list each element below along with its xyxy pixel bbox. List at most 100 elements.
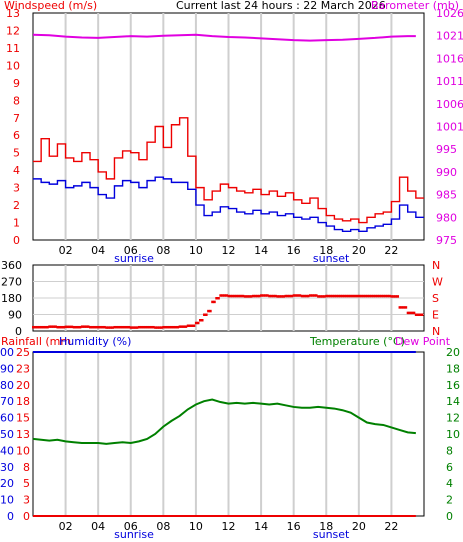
direction-point bbox=[46, 325, 49, 329]
direction-point bbox=[359, 294, 363, 298]
direction-point bbox=[44, 325, 47, 329]
time-axis-labels-bottom: 02 04 06 08 10 12 14 16 18 20 22 bbox=[59, 520, 399, 533]
direction-point bbox=[152, 325, 155, 329]
direction-point bbox=[223, 294, 226, 297]
humidity-tick: 90 bbox=[0, 362, 14, 375]
time-tick-label: 20 bbox=[352, 520, 366, 533]
direction-point bbox=[296, 294, 300, 297]
direction-point bbox=[203, 313, 206, 316]
temperature-tick: 16 bbox=[446, 379, 460, 392]
windspeed-tick: 2 bbox=[13, 199, 20, 212]
time-tick-label: 18 bbox=[319, 244, 333, 257]
barometer-axis-label: Barometer (mb) bbox=[371, 0, 459, 12]
direction-point bbox=[331, 294, 334, 298]
direction-point bbox=[231, 294, 235, 298]
direction-point bbox=[343, 294, 347, 298]
humidity-tick: 0 bbox=[7, 510, 14, 523]
direction-point bbox=[376, 294, 379, 298]
windspeed-tick: 9 bbox=[13, 77, 20, 90]
barometer-line bbox=[32, 33, 416, 42]
direction-point bbox=[93, 325, 96, 329]
direction-point bbox=[91, 325, 94, 329]
time-tick-label: 22 bbox=[384, 244, 398, 257]
direction-compass-tick: S bbox=[432, 292, 439, 305]
windspeed-tick: 12 bbox=[6, 24, 20, 37]
direction-point bbox=[135, 326, 139, 329]
time-tick-label: 18 bbox=[319, 520, 333, 533]
time-tick-label: 14 bbox=[254, 520, 268, 533]
time-tick-label: 08 bbox=[156, 520, 170, 533]
direction-point bbox=[282, 295, 285, 298]
direction-point bbox=[105, 326, 108, 329]
direction-compass-tick: E bbox=[432, 309, 439, 322]
direction-point bbox=[382, 294, 385, 298]
time-tick-label: 02 bbox=[59, 244, 73, 257]
direction-point bbox=[156, 326, 159, 329]
direction-point bbox=[325, 294, 328, 298]
direction-point bbox=[82, 325, 86, 328]
time-tick-label: 20 bbox=[352, 244, 366, 257]
humidity-tick: 70 bbox=[0, 395, 14, 408]
temperature-tick: 4 bbox=[446, 477, 453, 490]
direction-point bbox=[272, 294, 275, 298]
direction-point bbox=[347, 294, 351, 298]
direction-point bbox=[178, 325, 182, 328]
direction-point bbox=[335, 294, 338, 298]
direction-point bbox=[237, 294, 241, 298]
temperature-tick: 10 bbox=[446, 428, 460, 441]
time-axis-labels-top: 02 04 06 08 10 12 14 16 18 20 22 bbox=[59, 244, 399, 257]
direction-point bbox=[172, 325, 176, 329]
direction-point bbox=[137, 325, 141, 329]
direction-point bbox=[170, 325, 173, 329]
direction-point bbox=[188, 324, 192, 327]
rainfall-tick: 18 bbox=[16, 395, 30, 408]
direction-point bbox=[162, 325, 165, 329]
direction-point bbox=[239, 294, 243, 298]
time-tick-label: 16 bbox=[287, 520, 301, 533]
direction-degree-tick: 270 bbox=[1, 276, 22, 289]
direction-point bbox=[400, 306, 404, 309]
direction-point bbox=[349, 294, 353, 298]
direction-point bbox=[315, 294, 318, 297]
humidity-ticks: 0 10 20 30 40 50 60 70 80 90 100 bbox=[0, 346, 14, 523]
direction-point bbox=[95, 325, 98, 329]
direction-point bbox=[251, 294, 255, 298]
direction-point bbox=[286, 294, 290, 298]
direction-point bbox=[166, 325, 169, 329]
direction-point bbox=[418, 313, 422, 316]
time-tick-label: 12 bbox=[222, 520, 236, 533]
direction-point bbox=[274, 294, 277, 298]
direction-point bbox=[205, 313, 208, 316]
windspeed-tick: 8 bbox=[13, 94, 20, 107]
direction-point bbox=[148, 325, 151, 329]
humidity-tick: 60 bbox=[0, 412, 14, 425]
barometer-tick: 985 bbox=[436, 189, 457, 202]
direction-point bbox=[270, 294, 273, 298]
time-tick-label: 06 bbox=[124, 244, 138, 257]
direction-point bbox=[278, 295, 281, 298]
direction-point bbox=[300, 294, 304, 298]
wind-series bbox=[32, 33, 424, 232]
direction-point bbox=[99, 325, 102, 329]
time-tick-label: 04 bbox=[91, 520, 105, 533]
direction-point bbox=[339, 294, 343, 298]
barometer-tick: 995 bbox=[436, 143, 457, 156]
direction-series bbox=[32, 294, 424, 329]
direction-point bbox=[355, 294, 359, 298]
direction-point bbox=[245, 295, 249, 298]
direction-point bbox=[109, 326, 112, 329]
direction-compass-tick: N bbox=[432, 325, 440, 338]
direction-point bbox=[119, 325, 123, 329]
direction-point bbox=[225, 294, 228, 297]
direction-point bbox=[402, 306, 406, 309]
direction-point bbox=[249, 295, 253, 298]
direction-point bbox=[40, 325, 43, 329]
direction-point bbox=[68, 325, 72, 329]
direction-point bbox=[361, 294, 365, 298]
direction-point bbox=[186, 324, 190, 327]
windspeed-tick: 3 bbox=[13, 182, 20, 195]
direction-point bbox=[266, 294, 269, 297]
direction-point bbox=[337, 294, 340, 298]
direction-point bbox=[384, 294, 387, 298]
direction-point bbox=[56, 325, 59, 329]
